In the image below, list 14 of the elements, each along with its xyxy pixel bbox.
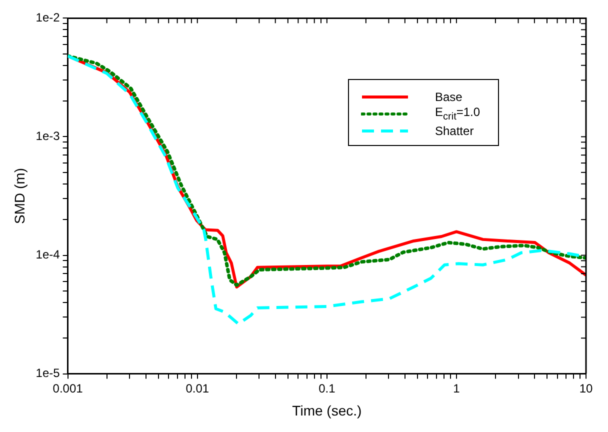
x-tick-label: 10 <box>579 381 593 396</box>
y-tick-label: 1e-2 <box>36 10 60 25</box>
x-axis-title: Time (sec.) <box>292 402 362 418</box>
legend-label: Base <box>435 90 462 104</box>
legend-label: E$_{crit}$=1.0 <box>435 104 480 122</box>
y-tick-label: 1e-5 <box>36 366 60 380</box>
x-tick-label: 0.001 <box>52 381 84 396</box>
x-tick-label: 1 <box>453 381 460 396</box>
x-tick-label: 0.1 <box>318 381 336 396</box>
y-tick-label: 1e-4 <box>36 248 60 262</box>
y-axis-title: SMD (m) <box>11 168 28 224</box>
legend-label: Shatter <box>435 124 474 138</box>
y-tick-label: 1e-3 <box>36 129 60 144</box>
x-tick-label: 0.01 <box>186 381 210 396</box>
